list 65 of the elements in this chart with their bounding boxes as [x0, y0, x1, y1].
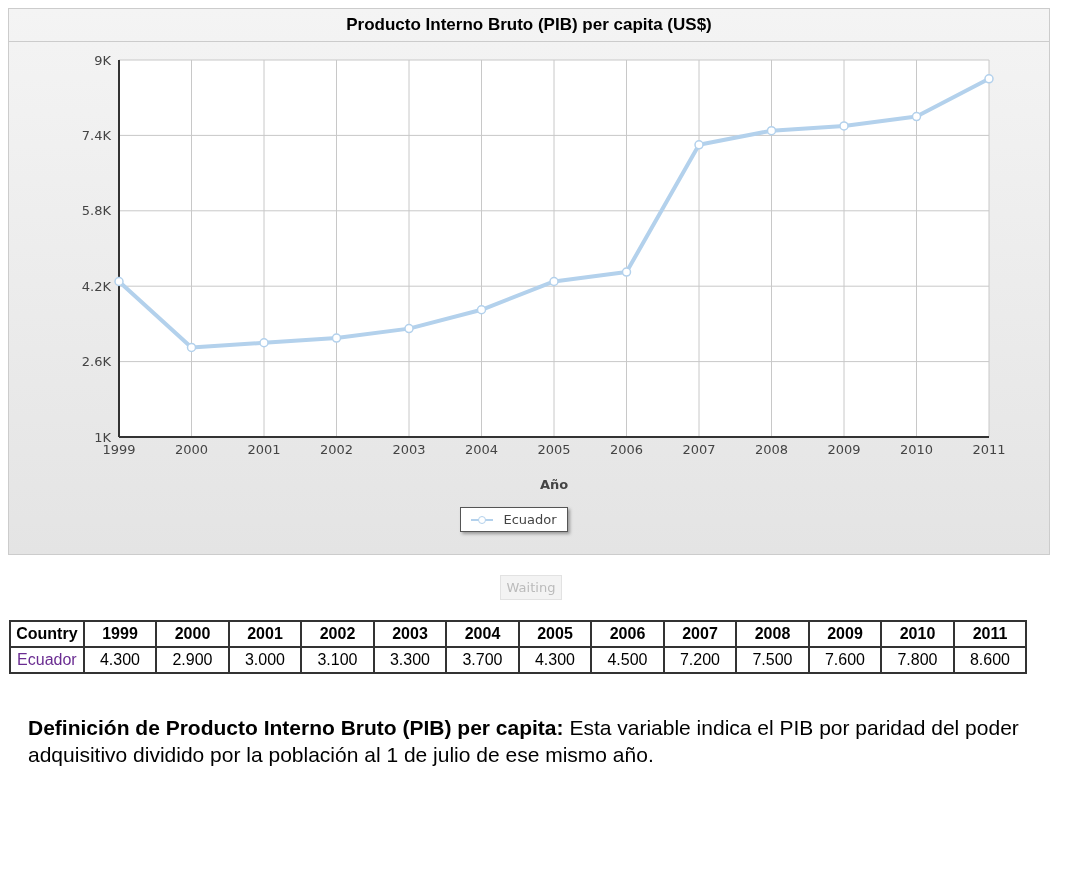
data-label: 7.800: [881, 647, 954, 673]
point: [331, 333, 342, 343]
category-label: 2010: [899, 625, 936, 642]
category-label: 2007: [682, 625, 718, 642]
point: [694, 140, 704, 150]
data-label: 7.500: [736, 647, 809, 673]
category-label: 2006: [609, 625, 646, 642]
x-axis-title: Año: [539, 477, 569, 492]
category-label: 1999: [102, 625, 138, 642]
point: [766, 125, 777, 136]
data-label: 8.600: [953, 647, 1027, 673]
point: [476, 305, 487, 315]
text: Ecuador: [17, 651, 77, 668]
x-tick-label: 2001: [247, 442, 281, 458]
x-tick-label: 2010: [899, 442, 934, 458]
category-label: 2000: [174, 625, 211, 642]
category-label: 2003: [392, 625, 428, 642]
category-label: 2005: [537, 625, 573, 642]
data-label: 3.300: [373, 647, 447, 673]
y-tick-label: 9K: [94, 52, 112, 68]
y-tick-label: 4.2K: [81, 278, 112, 294]
category-label: 2011: [972, 625, 1008, 642]
point: [549, 276, 559, 287]
x-tick-label: 2011: [972, 442, 1006, 458]
data-label: 7.600: [808, 647, 882, 673]
category-label: 2004: [464, 625, 501, 642]
x-tick-label: 2008: [754, 442, 789, 458]
x-tick-label: 2003: [392, 442, 426, 458]
x-tick-label: 2006: [609, 442, 644, 458]
data-label: 7.200: [663, 647, 737, 673]
x-tick-label: 2005: [537, 442, 571, 458]
data-label: 3.100: [301, 647, 374, 673]
x-tick-label: 2000: [174, 442, 209, 458]
chart-title: Producto Interno Bruto (PIB) per capita (US$): [9, 9, 1049, 42]
x-tick-label: 2004: [464, 442, 499, 458]
text: Country: [10, 621, 84, 647]
data-label: 4.500: [591, 647, 664, 673]
data-label: 3.700: [446, 647, 519, 673]
data-label: 2.900: [156, 647, 229, 673]
point: [404, 323, 414, 334]
y-tick-label: 5.8K: [81, 203, 112, 219]
category-label: 2008: [754, 625, 791, 642]
category-label: 2001: [247, 625, 283, 642]
x-tick-label: 1999: [102, 442, 136, 458]
y-tick-label: 1K: [94, 429, 112, 445]
point: [186, 342, 197, 353]
text: Waiting: [499, 575, 563, 600]
data-label: 4.300: [518, 647, 592, 673]
point: [839, 121, 849, 131]
y-tick-label: 7.4K: [81, 128, 112, 144]
point: [259, 338, 269, 348]
x-tick-label: 2009: [827, 442, 861, 458]
text: Definición de Producto Interno Bruto (PIB) per capita:: [28, 716, 565, 739]
data-label: 3.000: [228, 647, 302, 673]
category-label: 2002: [319, 625, 356, 642]
y-tick-label: 2.6K: [81, 354, 112, 370]
data-label: 4.300: [83, 647, 157, 673]
point: [621, 267, 632, 277]
point: [911, 111, 922, 122]
x-tick-label: 2007: [682, 442, 716, 458]
point: [114, 276, 124, 287]
legend-label: Ecuador: [503, 512, 557, 527]
point: [984, 74, 994, 84]
category-label: 2009: [827, 625, 863, 642]
x-tick-label: 2002: [319, 442, 354, 458]
